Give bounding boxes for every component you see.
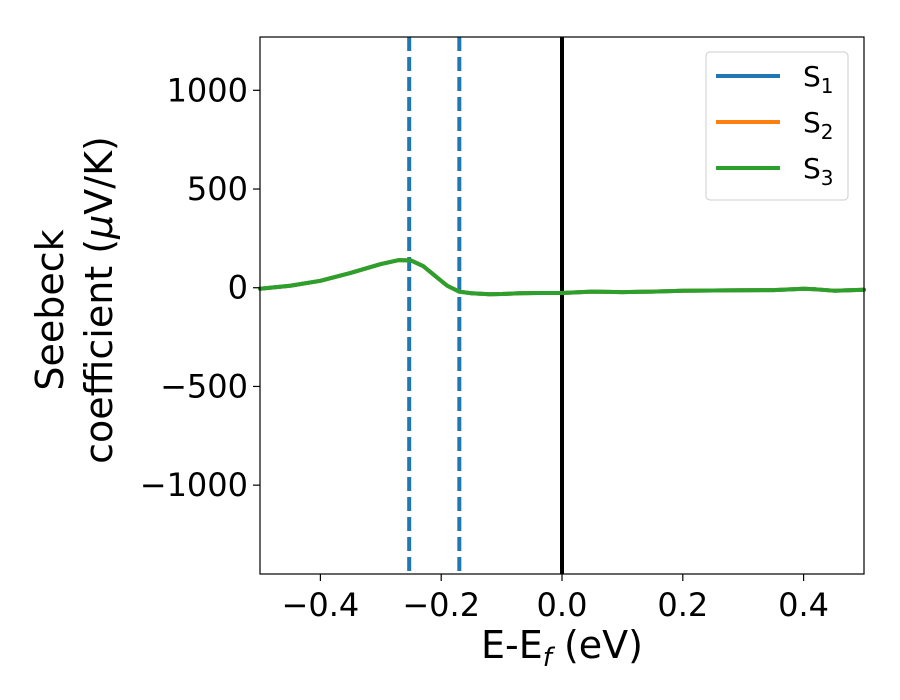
y-axis-ticks: −1000 −500 0 500 1000 bbox=[140, 71, 260, 504]
legend-label-S3: S3 bbox=[803, 152, 834, 190]
y-tick-label: 0 bbox=[228, 269, 248, 307]
y-axis-title-line2: coefficient (μV/K) bbox=[77, 136, 121, 464]
legend-box bbox=[705, 51, 849, 201]
x-tick-label: 0.0 bbox=[537, 586, 588, 624]
series-lines bbox=[258, 258, 866, 297]
y-tick-label: −1000 bbox=[140, 466, 248, 504]
x-tick-label: −0.4 bbox=[282, 586, 360, 624]
x-tick-label: 0.2 bbox=[657, 586, 708, 624]
legend-label-S1: S1 bbox=[803, 60, 834, 98]
vertical-lines bbox=[407, 37, 564, 574]
x-tick-label: 0.4 bbox=[778, 586, 829, 624]
y-tick-label: 500 bbox=[187, 170, 248, 208]
x-axis-title: E-Ef (eV) bbox=[481, 623, 643, 673]
y-tick-label: −500 bbox=[160, 367, 248, 405]
x-tick-label: −0.2 bbox=[402, 586, 480, 624]
legend: S1 S2 S3 bbox=[705, 51, 849, 201]
y-tick-label: 1000 bbox=[167, 71, 248, 109]
series-line-S3 bbox=[258, 258, 866, 297]
x-axis-ticks: −0.4 −0.2 0.0 0.2 0.4 bbox=[282, 574, 829, 624]
y-axis-title: Seebeck coefficient (μV/K) bbox=[28, 136, 121, 464]
legend-label-S2: S2 bbox=[803, 106, 834, 144]
y-axis-title-line1: Seebeck bbox=[28, 229, 72, 390]
